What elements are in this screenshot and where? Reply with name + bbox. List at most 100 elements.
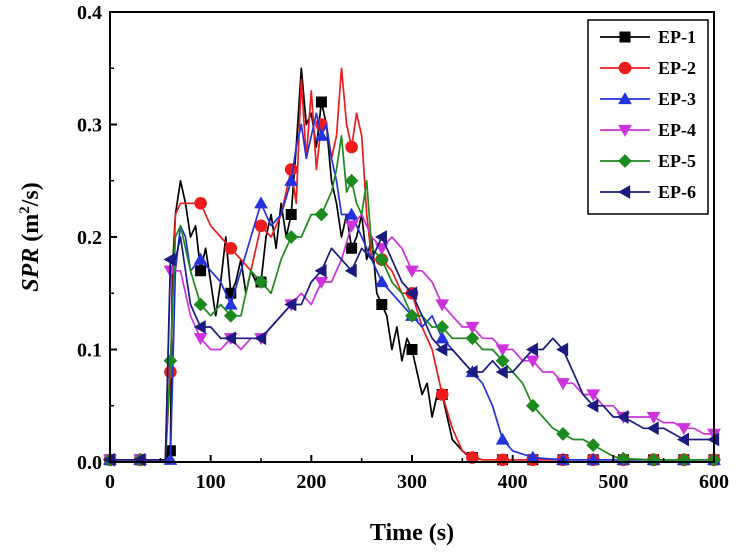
- data-point: [284, 163, 298, 176]
- data-point: [344, 173, 359, 188]
- data-point: [466, 451, 479, 464]
- data-point: [254, 196, 268, 209]
- y-tick-label: 0.3: [77, 115, 102, 137]
- x-tick-label: 200: [296, 471, 326, 493]
- legend-item-ep-2: EP-2: [600, 58, 696, 78]
- y-tick-label: 0.4: [77, 2, 102, 24]
- y-axis-title-unit: (m: [18, 214, 44, 248]
- series-ep-4: [103, 213, 721, 467]
- data-point: [374, 252, 389, 267]
- data-point: [374, 230, 387, 244]
- data-point: [194, 196, 207, 210]
- data-point: [676, 423, 691, 436]
- data-point: [496, 453, 509, 467]
- data-point: [405, 308, 419, 323]
- legend-label: EP-5: [658, 151, 696, 171]
- data-point: [374, 275, 389, 288]
- x-tick-label: 400: [498, 471, 528, 493]
- y-axis-title-sup: 2: [17, 206, 33, 214]
- x-axis-title: Time (s): [370, 520, 454, 546]
- y-tick-label: 0.1: [77, 340, 102, 362]
- data-point: [525, 355, 540, 368]
- data-point: [646, 421, 659, 436]
- data-point: [344, 220, 359, 233]
- data-point: [495, 432, 510, 445]
- data-point: [556, 427, 570, 441]
- legend-marker: [618, 92, 632, 105]
- data-point: [345, 140, 358, 154]
- data-point: [344, 263, 357, 278]
- data-point: [495, 344, 510, 357]
- data-point: [465, 331, 480, 346]
- legend-label: EP-1: [658, 27, 696, 47]
- data-point: [223, 308, 238, 323]
- data-point: [344, 207, 359, 220]
- legend-item-ep-5: EP-5: [600, 151, 696, 171]
- data-point: [225, 287, 237, 299]
- data-point: [314, 128, 329, 141]
- series-line: [110, 213, 714, 461]
- data-point: [193, 320, 206, 334]
- data-point: [346, 242, 358, 254]
- data-point: [223, 331, 236, 346]
- data-point: [465, 321, 480, 334]
- x-tick-label: 0: [105, 471, 115, 493]
- legend-item-ep-3: EP-3: [600, 89, 696, 109]
- data-point: [435, 388, 449, 401]
- data-point: [314, 263, 327, 278]
- data-point: [586, 389, 601, 402]
- x-tick-label: 600: [699, 471, 729, 493]
- x-tick-label: 500: [598, 471, 628, 493]
- data-point: [254, 219, 268, 233]
- data-point: [405, 286, 418, 301]
- legend-label: EP-2: [658, 58, 696, 78]
- legend-box: [587, 19, 709, 215]
- legend: EP-1 EP-2 EP-3 EP-4 EP-5 EP-6: [587, 19, 709, 215]
- data-point: [676, 452, 691, 467]
- series-ep-5: [103, 134, 721, 467]
- data-point: [586, 438, 601, 452]
- legend-marker: [618, 185, 631, 199]
- data-point: [223, 297, 238, 310]
- series-layer: [103, 67, 721, 467]
- data-point: [315, 96, 327, 108]
- series-line: [110, 112, 714, 461]
- data-point: [556, 342, 569, 357]
- series-ep-6: [103, 230, 720, 467]
- data-point: [193, 297, 208, 312]
- data-point: [284, 173, 299, 186]
- data-point: [163, 353, 178, 368]
- legend-label: EP-4: [658, 120, 696, 140]
- legend-marker: [619, 31, 631, 43]
- legend-marker: [618, 154, 632, 168]
- data-point: [616, 410, 629, 424]
- data-point: [133, 452, 146, 467]
- data-point: [525, 450, 540, 463]
- legend-marker: [618, 124, 632, 137]
- axis-layer: 0 100 200 300 400 500 600 0.0 0.1 0.2 0.3 0.4: [77, 2, 729, 493]
- legend-item-ep-4: EP-4: [600, 120, 696, 140]
- data-point: [254, 275, 268, 289]
- legend-marker: [618, 61, 632, 75]
- data-point: [285, 209, 297, 220]
- data-point: [495, 365, 508, 379]
- data-point: [556, 378, 570, 391]
- data-point: [435, 320, 450, 334]
- y-axis-title-unit-end: /s): [18, 182, 44, 207]
- data-point: [646, 452, 661, 467]
- data-point: [495, 353, 510, 368]
- legend-label: EP-3: [658, 89, 696, 109]
- data-point: [405, 265, 419, 278]
- data-point: [254, 331, 267, 346]
- legend-item-ep-6: EP-6: [600, 182, 696, 202]
- data-point: [435, 331, 450, 344]
- y-tick-label: 0.0: [77, 452, 102, 474]
- y-tick-label: 0.2: [77, 227, 102, 249]
- data-point: [525, 342, 538, 357]
- data-point: [646, 411, 661, 424]
- y-axis-title: SPR (m2/s): [17, 182, 44, 292]
- data-point: [314, 276, 329, 289]
- legend-item-ep-1: EP-1: [600, 27, 696, 47]
- legend-label: EP-6: [658, 182, 696, 202]
